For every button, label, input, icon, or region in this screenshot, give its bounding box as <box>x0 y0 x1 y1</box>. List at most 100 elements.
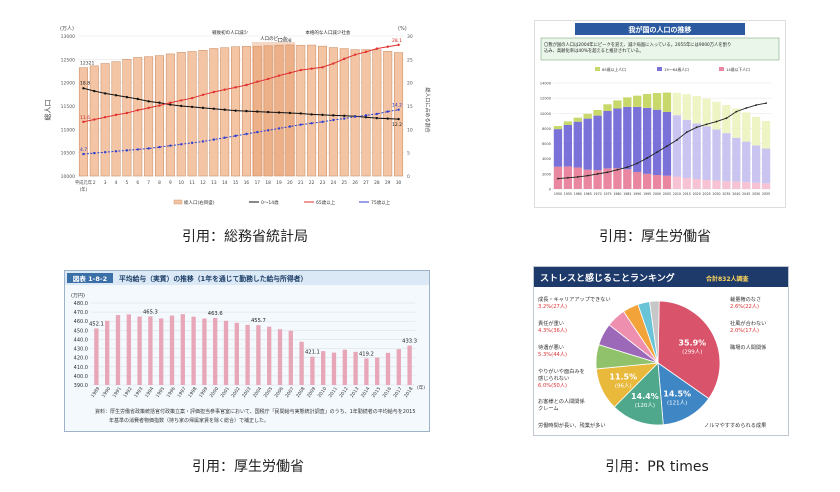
aging-rate-point <box>685 131 688 134</box>
stress-ranking-chart: ストレスと感じることランキング 合計832人調査35.9%(299人)14.5%(… <box>534 267 788 429</box>
label-peak: 12808 <box>277 38 291 44</box>
line-point <box>158 145 161 149</box>
line-point <box>364 116 368 119</box>
data-label: 463.6 <box>208 311 223 317</box>
x-tick-label: 5 <box>126 180 129 186</box>
aging-rate-point <box>725 117 728 120</box>
x-tick-label: 1955 <box>564 192 572 196</box>
population-bar <box>209 48 219 177</box>
line-point <box>397 43 400 47</box>
salary-bar <box>277 329 283 385</box>
y-tick-label: 10500 <box>61 151 75 157</box>
population-bar <box>220 47 230 177</box>
y2-tick-label: 20 <box>407 81 413 87</box>
line-point <box>375 47 379 50</box>
y-tick-label: 8000 <box>542 127 551 131</box>
line-point <box>136 97 139 101</box>
left-label: 労働時間が長い、残業が多い <box>538 421 605 429</box>
young-bar <box>662 175 672 189</box>
note-line-2: 込み、高齢化率は40%を超えると推計されている。 <box>544 47 644 54</box>
y2-tick-label: 15 <box>407 104 413 110</box>
aging-rate-point <box>705 123 708 126</box>
line-point <box>158 104 161 107</box>
chart-title: 我が国の人口の推移 <box>629 25 692 34</box>
slice-percent: 14.4% <box>631 392 659 401</box>
young-bar <box>613 168 622 189</box>
aging-rate-point <box>586 174 589 177</box>
header-tag-box <box>67 273 113 283</box>
x-tick-label: 9 <box>169 180 172 186</box>
x-tick-label: 2008 <box>295 386 307 399</box>
line-point <box>169 101 172 104</box>
salary-bar <box>364 358 369 385</box>
y2-tick-label: 5 <box>407 151 410 157</box>
old-bar <box>652 93 662 110</box>
chart-title: 平均給与（実質）の推移（1年を通じて勤務した給与所得者） <box>119 274 307 283</box>
y-tick-label: 470.0 <box>74 310 88 316</box>
old-bar <box>623 97 632 107</box>
line-point <box>386 110 389 113</box>
population-bar <box>155 55 164 177</box>
y2-axis-label: 総人口に占める割合 <box>424 87 431 132</box>
young-bar <box>732 181 741 189</box>
old-bar <box>712 101 721 130</box>
year-unit: (年) <box>417 384 425 391</box>
line-series-2 <box>83 109 399 155</box>
salary-bar <box>288 330 293 385</box>
young-bar <box>761 183 771 189</box>
y-tick-label: 10000 <box>61 174 75 180</box>
population-bar <box>307 44 317 177</box>
x-tick-label: 20 <box>287 180 293 186</box>
x-tick-label: 1950 <box>554 192 562 196</box>
x-tick-label: 2015 <box>371 386 383 399</box>
x-tick-label: 10 <box>178 180 184 186</box>
x-tick-label: 22 <box>309 180 315 186</box>
x-tick-label: 2009 <box>306 386 318 399</box>
x-tick-label: 24 <box>331 180 337 186</box>
x-tick-label: 2007 <box>284 386 296 399</box>
working-bar <box>672 115 682 177</box>
line-point <box>256 80 259 83</box>
x-tick-label: 14 <box>222 180 228 186</box>
y-tick-label: 12000 <box>540 97 551 101</box>
salary-bar <box>213 317 218 385</box>
x-tick-label: 2006 <box>273 386 285 399</box>
legend-swatch <box>657 67 662 71</box>
salary-bar <box>126 314 131 385</box>
slice-percent: 11.5% <box>609 372 637 381</box>
x-tick-label: 16 <box>244 180 250 186</box>
line-point <box>93 151 96 155</box>
working-bar <box>623 106 632 170</box>
x-tick-label: 1985 <box>623 192 631 196</box>
header-bar <box>65 271 429 285</box>
working-bar <box>692 123 701 179</box>
x-tick-label: 1990 <box>633 192 641 196</box>
x-tick-label: 1975 <box>603 192 611 196</box>
y-tick-label: 390.0 <box>74 383 88 389</box>
line-point <box>180 104 183 108</box>
old-bar <box>642 94 652 108</box>
x-tick-label: 25 <box>341 180 347 186</box>
line-point <box>223 88 226 91</box>
line-point <box>256 110 259 113</box>
left-label: 待遇が悪い <box>538 343 564 351</box>
y-tick-label: 11500 <box>61 104 75 110</box>
line-point <box>103 116 107 119</box>
line-point <box>190 141 194 145</box>
salary-bar <box>267 326 272 385</box>
population-bar <box>111 61 121 177</box>
line-point <box>223 136 226 139</box>
x-tick-label: 30 <box>396 180 402 186</box>
annotation-first-decline: 戦後初の人口減少 <box>212 29 248 36</box>
y-tick-label: 0 <box>549 188 551 192</box>
line-point <box>223 108 226 111</box>
young-bar <box>682 177 691 189</box>
line-point <box>93 89 96 93</box>
aging-rate-point <box>557 177 559 180</box>
x-tick-label: 7 <box>147 180 150 186</box>
line-point <box>114 150 118 153</box>
left-label: 成長・キャリアアップできない <box>538 295 611 303</box>
line-point <box>136 109 139 112</box>
working-bar <box>642 107 652 174</box>
young-bar <box>702 179 711 189</box>
